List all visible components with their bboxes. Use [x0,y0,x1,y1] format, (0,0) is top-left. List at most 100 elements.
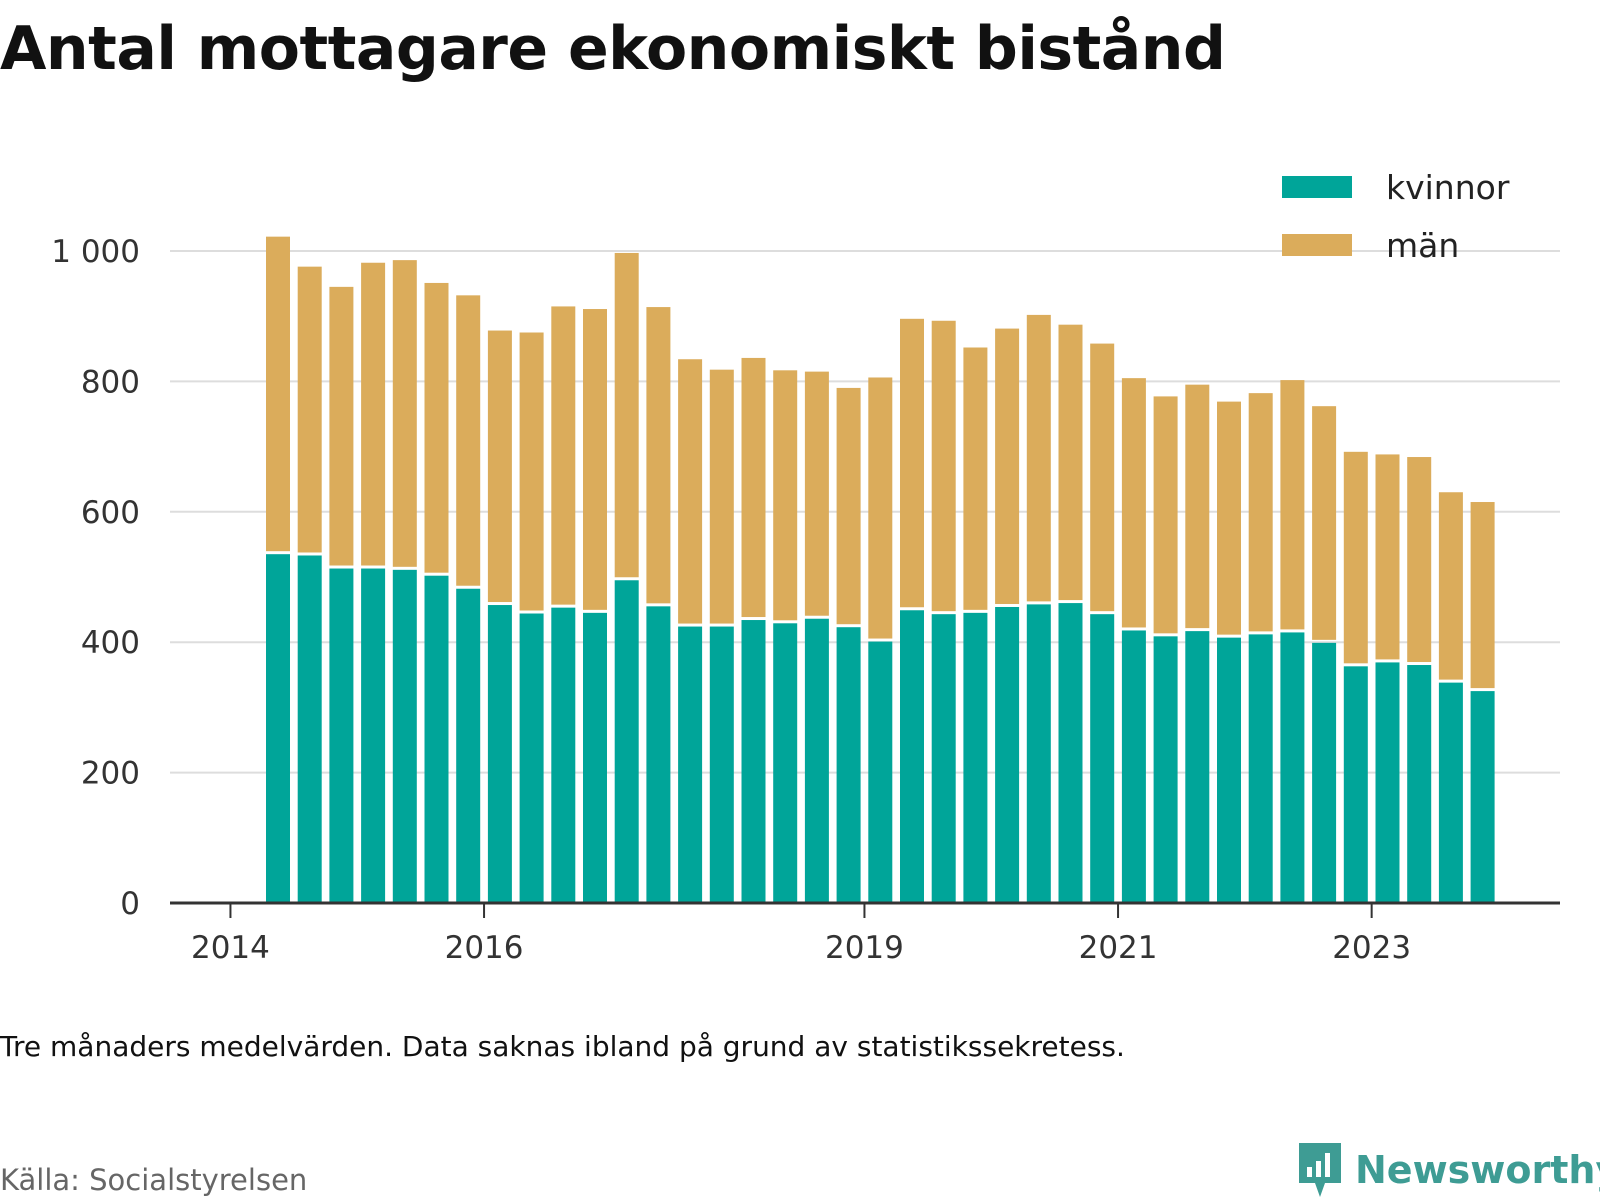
bar-man [551,306,576,605]
bars [266,236,1495,903]
bar-group [1153,396,1178,903]
source-credit: Källa: Socialstyrelsen [0,1163,308,1197]
bar-group [297,266,322,903]
bar-man [1153,396,1178,634]
bar-group [995,328,1020,903]
footnote: Tre månaders medelvärden. Data saknas ib… [0,1030,1125,1063]
bar-kvinnor [773,623,798,903]
bar-kvinnor [1153,636,1178,903]
bar-man [1121,378,1146,628]
bar-kvinnor [1407,665,1432,903]
bar-kvinnor [1217,637,1241,903]
bar-group [1280,380,1305,903]
bar-group [361,262,386,903]
bar-group [804,371,829,903]
bar-man [1026,314,1051,602]
bar-kvinnor [1090,614,1115,903]
bar-kvinnor [361,568,386,903]
bar-man [900,318,924,608]
legend-label: kvinnor [1386,168,1510,207]
y-tick-label: 400 [81,625,140,661]
bar-kvinnor [1343,666,1368,903]
bar-man [614,252,639,578]
bar-kvinnor [1375,662,1400,903]
bar-man [1407,457,1432,663]
bar-group [1375,454,1400,903]
x-tick-label: 2016 [445,930,524,966]
bar-man [1375,454,1400,660]
bar-kvinnor [931,614,956,903]
bar-man [361,262,386,566]
bar-group [1343,451,1368,903]
bar-kvinnor [1312,642,1337,903]
y-tick-label: 0 [120,886,140,922]
bar-man [1248,393,1273,632]
bar-kvinnor [392,569,417,903]
bar-group [1058,324,1083,903]
bar-kvinnor [487,605,512,903]
bar-group [1026,314,1051,903]
bar-group [392,260,417,903]
bar-group [709,369,734,903]
legend-swatch [1282,234,1352,256]
bar-man [836,387,861,625]
bar-man [678,359,703,624]
bar-man [1343,451,1368,664]
bar-group [1470,502,1495,903]
bar-man [583,309,607,610]
bar-man [297,266,322,553]
bar-group [1185,384,1210,903]
bar-group [1248,393,1273,903]
bar-group [646,307,671,903]
bar-kvinnor [868,641,893,903]
bar-kvinnor [804,618,829,903]
bar-man [868,377,893,639]
bar-kvinnor [900,610,924,903]
bar-group [1121,378,1146,903]
bar-group [1407,457,1432,903]
bar-man [709,369,734,624]
y-tick-label: 800 [81,364,140,400]
bar-man [392,260,417,567]
bar-chart-speech-bubble-icon [1299,1143,1341,1197]
chart-title: Antal mottagare ekonomiskt bistånd [0,14,1226,84]
bar-kvinnor [583,612,607,903]
bar-group [773,370,798,903]
bar-group [931,320,956,903]
bar-man [1280,380,1305,630]
bar-group [1217,401,1241,903]
bar-man [1185,384,1210,629]
legend-swatch [1282,176,1352,198]
bar-group [519,332,544,903]
bar-kvinnor [551,607,576,903]
bar-group [963,347,988,903]
bar-man [266,236,290,552]
x-axis: 2014 2016 2019 2021 2023 [170,901,1560,966]
legend: kvinnor män [1282,168,1510,265]
x-tick-label: 2021 [1079,930,1158,966]
bar-kvinnor [266,554,290,903]
bar-kvinnor [646,606,671,903]
bar-group [551,306,576,903]
bar-group [1312,406,1337,903]
bar-kvinnor [424,575,449,903]
bar-kvinnor [519,613,544,903]
bar-man [424,282,449,573]
bar-group [487,330,512,903]
bar-kvinnor [963,612,988,903]
bar-man [1438,492,1463,680]
bar-group [424,282,449,903]
bar-man [1090,343,1115,612]
bar-kvinnor [1058,603,1083,903]
bar-group [836,387,861,903]
x-tick-label: 2019 [825,930,904,966]
bar-man [773,370,798,621]
bar-kvinnor [678,626,703,903]
bar-group [266,236,290,903]
bar-kvinnor [741,620,766,903]
bar-kvinnor [709,626,734,903]
bar-kvinnor [995,606,1020,903]
bar-man [456,295,481,586]
bar-kvinnor [1185,631,1210,903]
